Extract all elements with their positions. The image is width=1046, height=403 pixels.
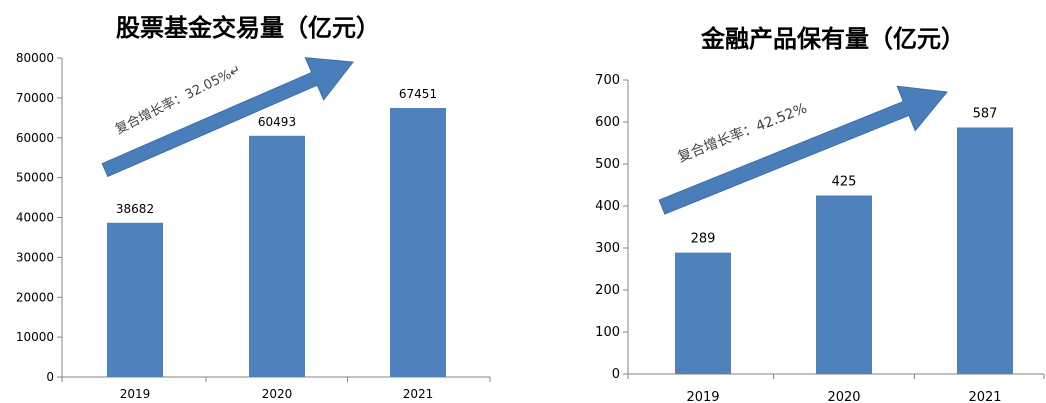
- y-tick-label: 500: [595, 157, 620, 172]
- bar-2021: [390, 108, 446, 378]
- x-tick-label: 2019: [686, 390, 719, 403]
- bar-2020: [816, 195, 872, 374]
- chart-title: 股票基金交易量（亿元）: [116, 13, 380, 42]
- y-tick-label: 200: [595, 283, 620, 298]
- data-label: 425: [832, 175, 857, 190]
- x-tick-label: 2020: [827, 390, 860, 403]
- y-tick-label: 20000: [16, 290, 54, 304]
- y-tick-label: 70000: [16, 91, 54, 105]
- x-tick-label: 2021: [968, 390, 1001, 403]
- y-tick-label: 100: [595, 325, 620, 340]
- y-tick-label: 0: [46, 370, 54, 384]
- y-tick-label: 300: [595, 241, 620, 256]
- growth-arrow: [658, 85, 948, 215]
- data-label: 587: [973, 106, 998, 121]
- y-tick-label: 60000: [16, 131, 54, 145]
- y-tick-label: 10000: [16, 330, 54, 344]
- data-label: 67451: [399, 87, 437, 101]
- data-label: 60493: [258, 115, 296, 129]
- y-tick-label: 600: [595, 115, 620, 130]
- data-label: 38682: [116, 202, 154, 216]
- x-tick-label: 2021: [403, 387, 434, 401]
- stock-fund-volume-chart: 股票基金交易量（亿元） 复合增长率：32.05%↵010000200003000…: [16, 13, 491, 401]
- bar-2020: [249, 135, 305, 377]
- data-label: 289: [691, 232, 716, 247]
- chart-title: 金融产品保有量（亿元）: [700, 24, 965, 53]
- y-tick-label: 80000: [16, 51, 54, 65]
- x-tick-label: 2020: [262, 387, 293, 401]
- x-tick-label: 2019: [120, 387, 151, 401]
- y-tick-label: 0: [612, 367, 620, 382]
- y-tick-label: 30000: [16, 250, 54, 264]
- bar-2019: [675, 252, 731, 374]
- financial-product-holdings-chart: 金融产品保有量（亿元） 复合增长率：42.52%0100200300400500…: [595, 24, 1045, 403]
- y-tick-label: 50000: [16, 171, 54, 185]
- bar-2019: [107, 222, 163, 377]
- bar-2021: [957, 127, 1013, 375]
- y-tick-label: 700: [595, 73, 620, 88]
- y-tick-label: 400: [595, 199, 620, 214]
- growth-arrow: [101, 57, 354, 178]
- y-tick-label: 40000: [16, 211, 54, 225]
